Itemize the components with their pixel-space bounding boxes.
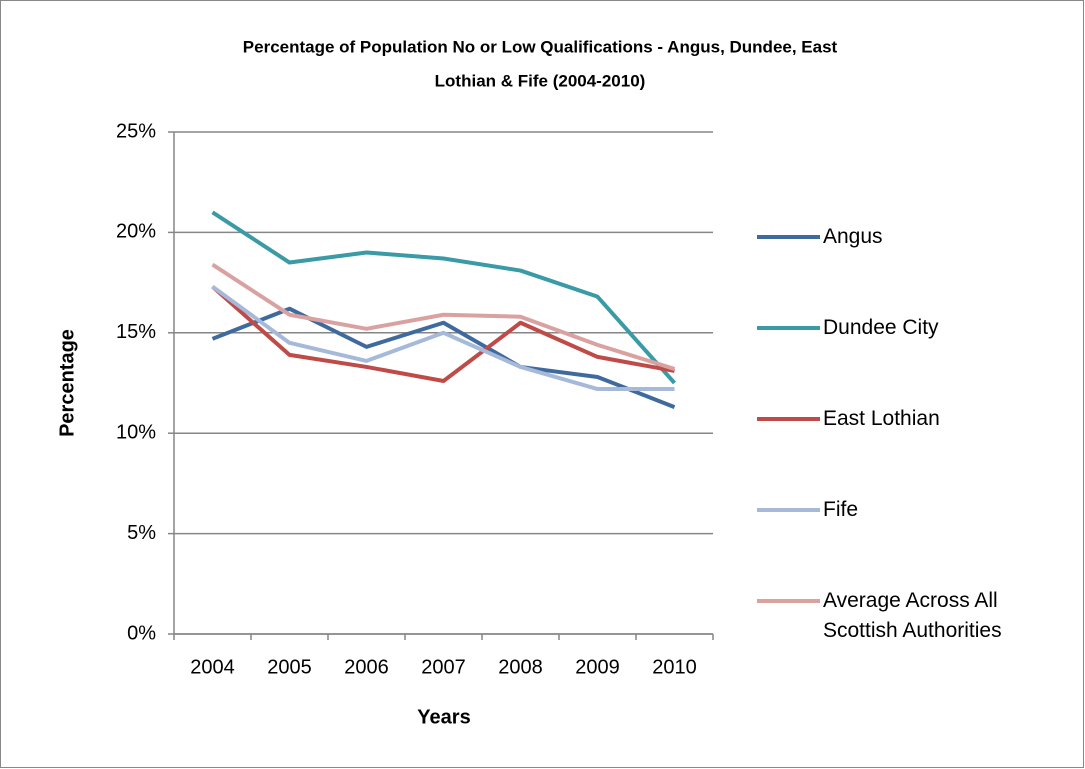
chart-title: Percentage of Population No or Low Quali… [243,37,838,56]
x-tick-label: 2008 [498,656,543,678]
y-tick-label: 20% [116,221,156,243]
x-tick-label: 2006 [344,656,389,678]
x-tick-label: 2005 [267,656,312,678]
y-tick-label: 15% [116,321,156,343]
legend-label: Average Across All Scottish Authorities [823,589,1002,642]
x-tick-label: 2010 [652,656,697,678]
chart-title: Lothian & Fife (2004-2010) [435,71,646,90]
legend-label: Dundee City [823,316,939,339]
x-tick-label: 2009 [575,656,620,678]
legend-label: Fife [823,498,859,521]
legend-label: East Lothian [823,407,940,430]
y-axis-label: Percentage [56,329,78,437]
series-line [211,306,676,409]
y-tick-label: 0% [127,622,156,644]
series-line [211,285,675,383]
x-tick-label: 2004 [190,656,235,678]
y-tick-label: 10% [116,421,156,443]
x-tick-label: 2007 [421,656,466,678]
y-tick-label: 5% [127,522,156,544]
series-line [211,285,675,392]
x-axis-label: Years [417,706,470,728]
series-line [211,262,676,371]
series-line [211,210,676,385]
y-tick-label: 25% [116,120,156,142]
legend-label: Angus [823,225,883,248]
